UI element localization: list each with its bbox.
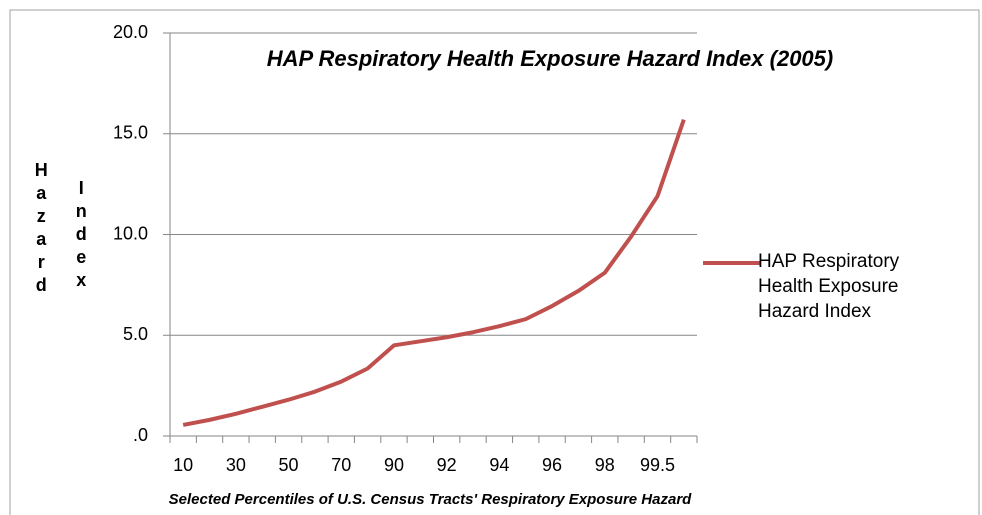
x-tick-label: 50: [279, 455, 299, 475]
chart-frame: [9, 9, 980, 515]
x-tick-label: 92: [437, 455, 457, 475]
x-tick-label: 99.5: [640, 455, 675, 475]
y-tick-label: 5.0: [123, 324, 148, 344]
x-tick-label: 90: [384, 455, 404, 475]
x-tick-label: 70: [331, 455, 351, 475]
x-tick-label: 94: [489, 455, 509, 475]
legend-label: HAP Respiratory Health Exposure Hazard I…: [758, 251, 900, 322]
y-axis-label: Hazard: [31, 160, 51, 298]
x-tick-label: 96: [542, 455, 562, 475]
y-tick-label: .0: [133, 425, 148, 445]
y-axis-label: Index: [71, 178, 91, 293]
legend-entry: HAP Respiratory Health Exposure Hazard I…: [758, 251, 900, 322]
x-axis-label: Selected Percentiles of U.S. Census Trac…: [169, 491, 692, 508]
y-tick-label: 10.0: [113, 223, 148, 243]
chart-title: HAP Respiratory Health Exposure Hazard I…: [267, 46, 833, 71]
x-tick-label: 30: [226, 455, 246, 475]
x-tick-label: 10: [173, 455, 193, 475]
y-tick-label: 20.0: [113, 22, 148, 42]
data-line: [182, 118, 686, 427]
y-tick-label: 15.0: [113, 123, 148, 143]
x-tick-label: 98: [595, 455, 615, 475]
